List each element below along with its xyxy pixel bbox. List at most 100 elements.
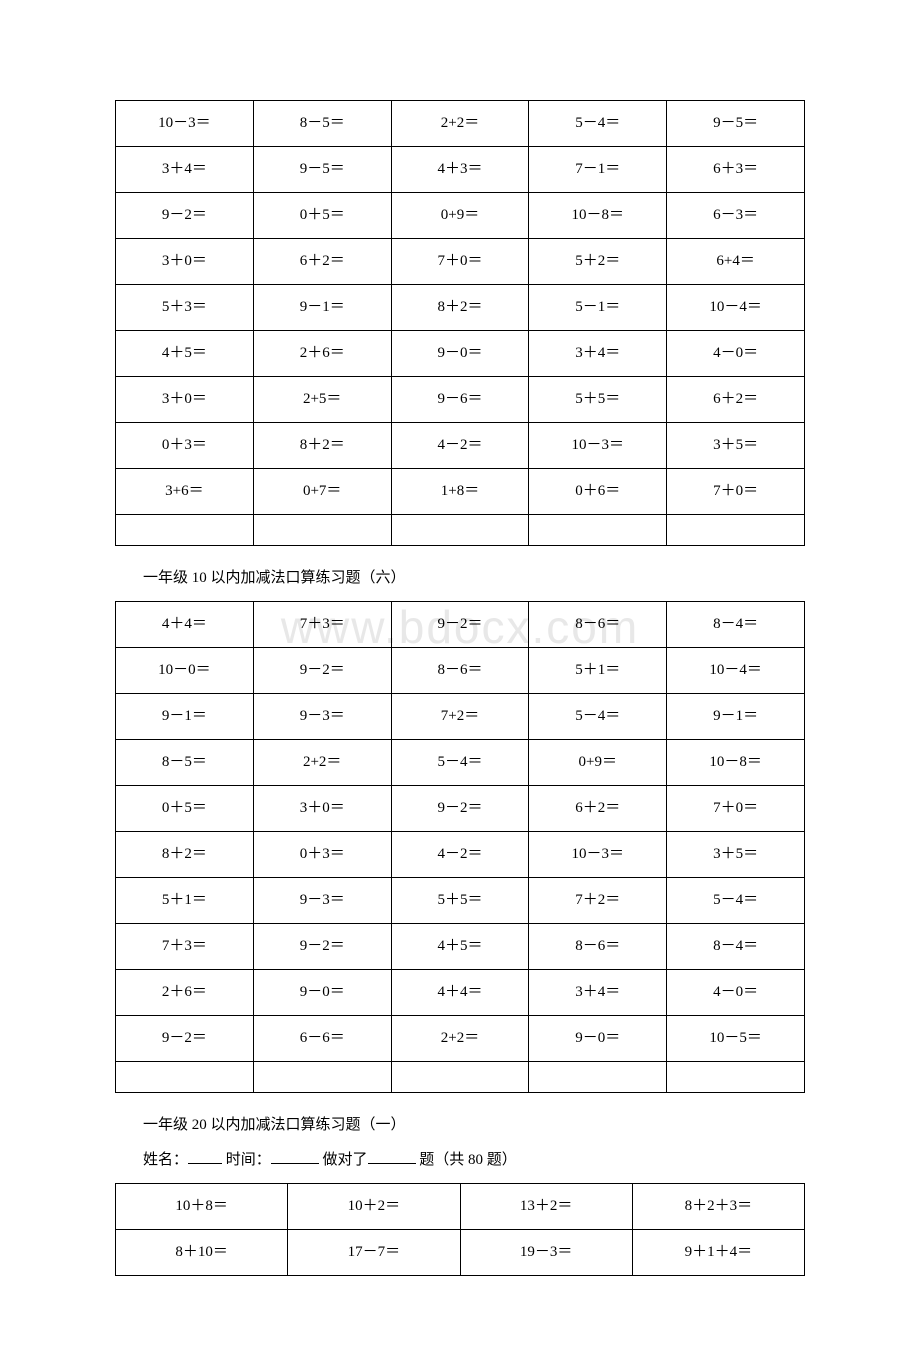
table-row: 10－3＝8－5＝2+2＝5－4＝9－5＝ xyxy=(116,101,805,147)
math-cell: 0＋5＝ xyxy=(253,193,391,239)
math-cell: 9－2＝ xyxy=(391,602,529,648)
math-cell: 5＋3＝ xyxy=(116,285,254,331)
math-cell: 5－4＝ xyxy=(529,101,667,147)
math-cell: 4＋5＝ xyxy=(391,924,529,970)
math-cell: 5－4＝ xyxy=(667,878,805,924)
math-cell: 8＋2＋3＝ xyxy=(632,1184,804,1230)
section-title-2: 一年级 20 以内加减法口算练习题（一） xyxy=(143,1113,805,1134)
student-info-line: 姓名： 时间： 做对了 题（共 80 题） xyxy=(143,1148,805,1169)
math-cell: 7＋0＝ xyxy=(667,469,805,515)
math-cell: 10－3＝ xyxy=(529,832,667,878)
math-cell: 9－3＝ xyxy=(253,878,391,924)
math-cell: 5＋5＝ xyxy=(529,377,667,423)
table-row: 3＋0＝6＋2＝7＋0＝5＋2＝6+4＝ xyxy=(116,239,805,285)
math-cell: 2+2＝ xyxy=(391,1016,529,1062)
math-cell: 10－4＝ xyxy=(667,285,805,331)
math-cell: 9－1＝ xyxy=(253,285,391,331)
math-cell: 8－6＝ xyxy=(391,648,529,694)
math-cell: 8＋2＝ xyxy=(391,285,529,331)
math-cell: 10＋8＝ xyxy=(116,1184,288,1230)
total-label: 题（共 80 题） xyxy=(419,1152,517,1168)
math-cell: 10－0＝ xyxy=(116,648,254,694)
math-cell: 9－0＝ xyxy=(253,970,391,1016)
math-cell: 5－4＝ xyxy=(529,694,667,740)
math-cell: 7＋0＝ xyxy=(391,239,529,285)
table-row: 9－1＝9－3＝7+2＝5－4＝9－1＝ xyxy=(116,694,805,740)
math-cell: 4－2＝ xyxy=(391,832,529,878)
math-cell: 2+5＝ xyxy=(253,377,391,423)
math-cell: 6－3＝ xyxy=(667,193,805,239)
math-cell: 7＋2＝ xyxy=(529,878,667,924)
math-cell xyxy=(116,515,254,546)
math-cell: 9－1＝ xyxy=(116,694,254,740)
math-cell: 9－5＝ xyxy=(667,101,805,147)
math-cell: 6＋2＝ xyxy=(667,377,805,423)
math-cell xyxy=(529,1062,667,1093)
math-cell: 10－4＝ xyxy=(667,648,805,694)
math-cell: 7＋0＝ xyxy=(667,786,805,832)
math-cell: 17－7＝ xyxy=(288,1230,460,1276)
table-row: 3＋0＝2+5＝9－6＝5＋5＝6＋2＝ xyxy=(116,377,805,423)
math-cell: 8＋2＝ xyxy=(253,423,391,469)
math-cell: 1+8＝ xyxy=(391,469,529,515)
math-cell: 6－6＝ xyxy=(253,1016,391,1062)
table-row: 8＋2＝0＋3＝4－2＝10－3＝3＋5＝ xyxy=(116,832,805,878)
table-row xyxy=(116,1062,805,1093)
name-blank xyxy=(188,1163,222,1164)
math-cell: 8＋2＝ xyxy=(116,832,254,878)
math-cell xyxy=(529,515,667,546)
math-cell xyxy=(667,515,805,546)
table-row: 5＋3＝9－1＝8＋2＝5－1＝10－4＝ xyxy=(116,285,805,331)
practice-table-2: 4＋4＝7＋3＝9－2＝8－6＝8－4＝10－0＝9－2＝8－6＝5＋1＝10－… xyxy=(115,601,805,1093)
math-cell: 3＋4＝ xyxy=(529,970,667,1016)
math-cell: 4－0＝ xyxy=(667,331,805,377)
math-cell xyxy=(253,1062,391,1093)
table-row: 3＋4＝9－5＝4＋3＝7－1＝6＋3＝ xyxy=(116,147,805,193)
math-cell: 0+7＝ xyxy=(253,469,391,515)
table-row: 9－2＝6－6＝2+2＝9－0＝10－5＝ xyxy=(116,1016,805,1062)
practice-table-3: 10＋8＝10＋2＝13＋2＝8＋2＋3＝8＋10＝17－7＝19－3＝9＋1＋… xyxy=(115,1183,805,1276)
math-cell: 5＋2＝ xyxy=(529,239,667,285)
section-title-1: 一年级 10 以内加减法口算练习题（六） xyxy=(143,566,805,587)
math-cell: 3＋0＝ xyxy=(116,239,254,285)
math-cell: 2＋6＝ xyxy=(116,970,254,1016)
math-cell: 13＋2＝ xyxy=(460,1184,632,1230)
table-row: 3+6＝0+7＝1+8＝0＋6＝7＋0＝ xyxy=(116,469,805,515)
table-row: 10－0＝9－2＝8－6＝5＋1＝10－4＝ xyxy=(116,648,805,694)
math-cell: 0＋5＝ xyxy=(116,786,254,832)
math-cell: 8－5＝ xyxy=(253,101,391,147)
math-cell: 4－0＝ xyxy=(667,970,805,1016)
math-cell: 9－3＝ xyxy=(253,694,391,740)
math-cell: 7+2＝ xyxy=(391,694,529,740)
math-cell: 5＋1＝ xyxy=(529,648,667,694)
math-cell: 19－3＝ xyxy=(460,1230,632,1276)
math-cell: 5＋1＝ xyxy=(116,878,254,924)
name-label: 姓名： xyxy=(143,1152,188,1168)
practice-table-1: 10－3＝8－5＝2+2＝5－4＝9－5＝3＋4＝9－5＝4＋3＝7－1＝6＋3… xyxy=(115,100,805,546)
math-cell: 10－5＝ xyxy=(667,1016,805,1062)
table-row: 5＋1＝9－3＝5＋5＝7＋2＝5－4＝ xyxy=(116,878,805,924)
time-blank xyxy=(271,1163,319,1164)
table-row: 8－5＝2+2＝5－4＝0+9＝10－8＝ xyxy=(116,740,805,786)
math-cell: 5－4＝ xyxy=(391,740,529,786)
math-cell: 3＋0＝ xyxy=(253,786,391,832)
math-cell xyxy=(391,1062,529,1093)
math-cell: 0＋3＝ xyxy=(116,423,254,469)
table-row: 10＋8＝10＋2＝13＋2＝8＋2＋3＝ xyxy=(116,1184,805,1230)
math-cell: 3+6＝ xyxy=(116,469,254,515)
correct-blank xyxy=(368,1163,416,1164)
math-cell: 9－0＝ xyxy=(529,1016,667,1062)
math-cell: 8－4＝ xyxy=(667,924,805,970)
math-cell xyxy=(253,515,391,546)
math-cell: 5＋5＝ xyxy=(391,878,529,924)
math-cell: 9－0＝ xyxy=(391,331,529,377)
math-cell: 6＋3＝ xyxy=(667,147,805,193)
math-cell: 8－6＝ xyxy=(529,924,667,970)
math-cell: 10－8＝ xyxy=(529,193,667,239)
math-cell: 9－6＝ xyxy=(391,377,529,423)
table-row xyxy=(116,515,805,546)
math-cell: 6＋2＝ xyxy=(253,239,391,285)
math-cell: 4＋5＝ xyxy=(116,331,254,377)
table-row: 9－2＝0＋5＝0+9＝10－8＝6－3＝ xyxy=(116,193,805,239)
math-cell: 8－4＝ xyxy=(667,602,805,648)
